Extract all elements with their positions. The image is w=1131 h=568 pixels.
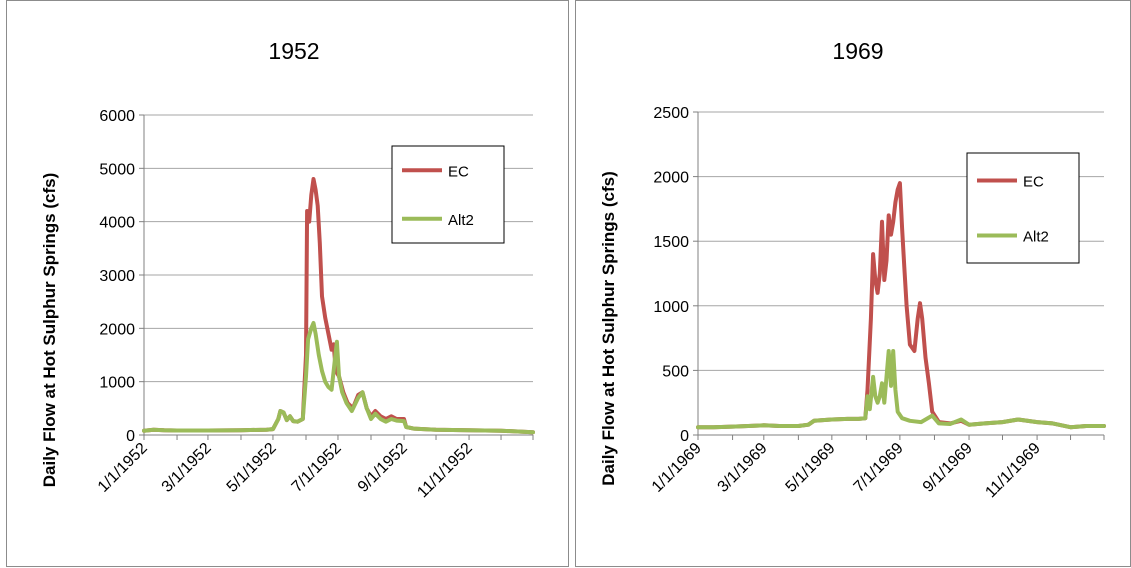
- legend-box: [391, 145, 505, 244]
- chart-title: 1952: [268, 38, 319, 64]
- y-tick-label: 1500: [653, 234, 689, 251]
- x-tick-label: 3/1/1952: [159, 440, 215, 496]
- series-line-alt2: [142, 321, 535, 435]
- chart-1969: 1969 0 500 1000 1500 2000 2500 1/1/1969 3/1/1969…: [599, 38, 1106, 502]
- y-tick-label: 2500: [653, 105, 689, 122]
- y-tick-label: 2000: [653, 170, 689, 187]
- x-tick-label: 7/1/1952: [289, 440, 345, 496]
- x-tick-label: 9/1/1969: [920, 440, 976, 496]
- y-tick-label: 500: [662, 363, 689, 380]
- legend-label-ec: EC: [448, 163, 469, 180]
- y-tick-label: 1000: [653, 299, 689, 316]
- x-tick-label: 1/1/1969: [649, 440, 705, 496]
- y-axis-label: Daily Flow at Hot Sulphur Springs (cfs): [40, 173, 59, 488]
- x-tick-label: 1/1/1952: [95, 440, 151, 496]
- y-tick-label: 1000: [99, 375, 135, 392]
- x-tick-label: 3/1/1969: [715, 440, 771, 496]
- x-tick-label: 11/1/1952: [414, 440, 476, 502]
- legend-box: [966, 152, 1080, 264]
- legend-label-alt2: Alt2: [448, 212, 474, 229]
- y-tick-label: 3000: [99, 268, 135, 285]
- y-tick-label: 5000: [99, 161, 135, 178]
- x-tick-label: 11/1/1969: [982, 440, 1044, 502]
- chart-panel-1969: 1969 0 500 1000 1500 2000 2500 1/1/1969 3/1/1969…: [575, 0, 1131, 567]
- y-tick-label: 4000: [99, 215, 135, 232]
- y-axis-label: Daily Flow at Hot Sulphur Springs (cfs): [599, 171, 618, 486]
- y-tick-label: 6000: [99, 108, 135, 125]
- y-tick-label: 0: [680, 428, 689, 445]
- x-tick-label: 5/1/1969: [783, 440, 839, 496]
- series-line-alt2: [696, 349, 1106, 430]
- y-tick-label: 0: [126, 428, 135, 445]
- chart-1952: 1952 0 1000 2000 3000 4000 5000 6000 1/1/1952 3/1…: [40, 38, 535, 502]
- x-tick-label: 7/1/1969: [851, 440, 907, 496]
- x-tick-label: 5/1/1952: [224, 440, 280, 496]
- chart-panel-1952: 1952 0 1000 2000 3000 4000 5000 6000 1/1/1952 3/1…: [6, 0, 569, 567]
- chart-title: 1969: [832, 38, 883, 64]
- legend-label-ec: EC: [1023, 174, 1044, 191]
- x-tick-label: 9/1/1952: [355, 440, 411, 496]
- legend-label-alt2: Alt2: [1023, 229, 1049, 246]
- y-tick-label: 2000: [99, 321, 135, 338]
